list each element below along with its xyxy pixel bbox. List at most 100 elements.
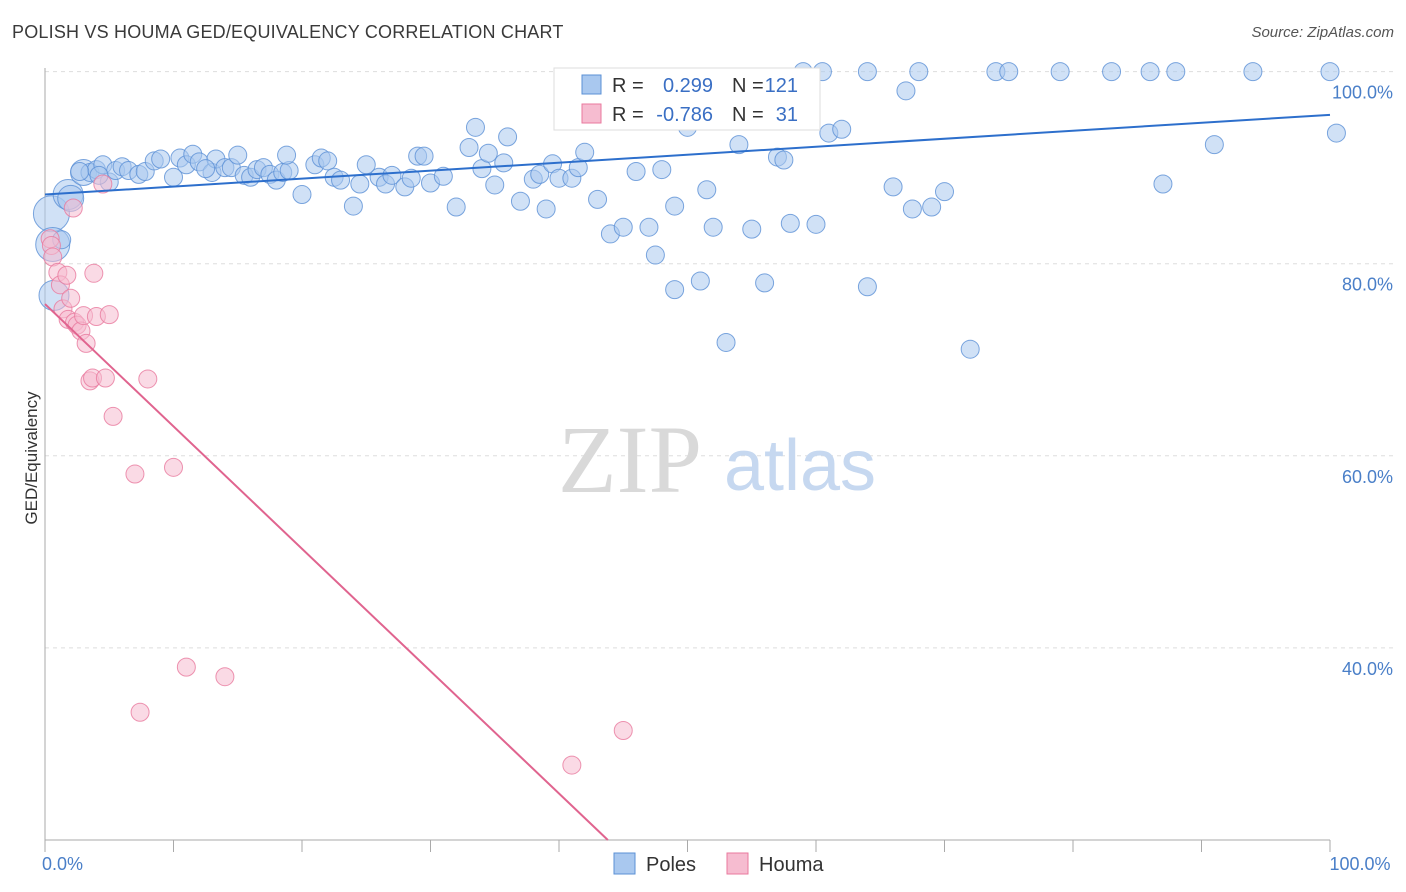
stats-r-value: -0.786: [656, 104, 713, 126]
poles-point: [697, 180, 717, 200]
poles-point: [478, 143, 498, 163]
y-tick-label: 80.0%: [1342, 275, 1393, 295]
poles-point: [729, 135, 749, 155]
poles-point: [960, 339, 980, 359]
stats-n-label: N =: [732, 75, 764, 97]
houma-point: [562, 755, 582, 775]
poles-point: [774, 150, 794, 170]
y-tick-label: 100.0%: [1332, 83, 1393, 103]
poles-point: [1102, 62, 1122, 82]
poles-point: [665, 196, 685, 216]
x-tick-label: 0.0%: [42, 854, 83, 874]
stats-legend-swatch: [581, 74, 602, 95]
poles-point: [536, 199, 556, 219]
stats-legend-swatch: [581, 103, 602, 124]
poles-point: [1326, 123, 1346, 143]
poles-point: [1166, 62, 1186, 82]
houma-point: [176, 657, 196, 677]
poles-point: [909, 62, 929, 82]
poles-point: [588, 189, 608, 209]
watermark: ZIP atlas: [558, 406, 876, 513]
poles-point: [446, 197, 466, 217]
poles-point: [1243, 62, 1263, 82]
poles-point: [896, 81, 916, 101]
houma-point: [99, 305, 119, 325]
houma-point: [93, 174, 113, 194]
poles-point: [716, 332, 736, 352]
poles-point: [922, 197, 942, 217]
houma-point: [103, 406, 123, 426]
poles-point: [652, 160, 672, 180]
poles-point: [703, 217, 723, 237]
poles-point: [70, 161, 90, 181]
watermark-zip: ZIP: [558, 406, 702, 513]
stats-n-label: N =: [732, 104, 764, 126]
x-tick-label: 100.0%: [1329, 854, 1390, 874]
poles-point: [780, 213, 800, 233]
poles-point: [228, 145, 248, 165]
poles-point: [530, 164, 550, 184]
poles-point: [755, 273, 775, 293]
bottom-legend: Poles Houma: [613, 852, 824, 876]
poles-point: [494, 153, 514, 173]
poles-point: [433, 166, 453, 186]
legend-label-poles: Poles: [646, 854, 696, 876]
poles-point: [935, 182, 954, 202]
poles-point: [331, 170, 351, 190]
houma-trend-line: [44, 303, 609, 841]
poles-trend-line: [44, 113, 1331, 196]
poles-point: [465, 117, 485, 137]
poles-point: [613, 217, 633, 237]
stats-n-value: 31: [776, 104, 798, 126]
houma-point: [63, 198, 83, 218]
houma-point: [61, 288, 81, 308]
y-axis-label: GED/Equivalency: [22, 391, 41, 525]
poles-point: [1050, 62, 1070, 82]
legend-swatch-houma: [726, 852, 749, 875]
poles-point: [1140, 62, 1160, 82]
poles-point: [510, 191, 530, 211]
poles-point: [857, 277, 877, 297]
poles-point: [196, 159, 216, 179]
poles-point: [1204, 135, 1224, 155]
poles-point: [1153, 174, 1173, 194]
poles-point: [902, 199, 922, 219]
poles-point: [626, 161, 646, 181]
poles-point: [742, 219, 762, 239]
poles-point: [459, 137, 479, 157]
poles-point: [401, 168, 421, 188]
poles-point: [1320, 62, 1340, 82]
poles-point: [857, 62, 877, 82]
watermark-atlas: atlas: [724, 426, 876, 506]
grid-layer: [45, 71, 1395, 649]
houma-point: [125, 464, 145, 484]
poles-point: [806, 214, 826, 234]
trend-layer: [44, 113, 1331, 841]
poles-point: [639, 217, 659, 237]
legend-label-houma: Houma: [759, 854, 824, 876]
y-tick-label: 60.0%: [1342, 467, 1393, 487]
houma-point: [130, 702, 150, 722]
houma-point: [164, 457, 183, 477]
stats-r-label: R =: [612, 75, 644, 97]
poles-point: [350, 174, 370, 194]
poles-point: [832, 119, 852, 139]
poles-point: [151, 149, 171, 169]
houma-point: [57, 265, 77, 285]
poles-point: [999, 62, 1019, 82]
poles-point: [343, 196, 363, 216]
houma-point: [613, 721, 633, 741]
chart-source: Source: ZipAtlas.com: [1251, 24, 1394, 41]
chart-title: POLISH VS HOUMA GED/EQUIVALENCY CORRELAT…: [12, 22, 564, 42]
poles-point: [414, 146, 434, 166]
labels-layer: 100.0% 80.0% 60.0% 40.0% 0.0% 100.0% GED/Equiv…: [22, 83, 1393, 874]
legend-swatch-poles: [613, 852, 636, 875]
y-tick-label: 40.0%: [1342, 659, 1393, 679]
houma-point: [84, 263, 104, 283]
poles-point: [498, 127, 518, 147]
poles-point: [485, 175, 505, 195]
poles-point: [292, 185, 312, 205]
poles-point: [883, 177, 903, 197]
stats-n-value: 121: [765, 75, 798, 97]
poles-point: [665, 280, 685, 300]
